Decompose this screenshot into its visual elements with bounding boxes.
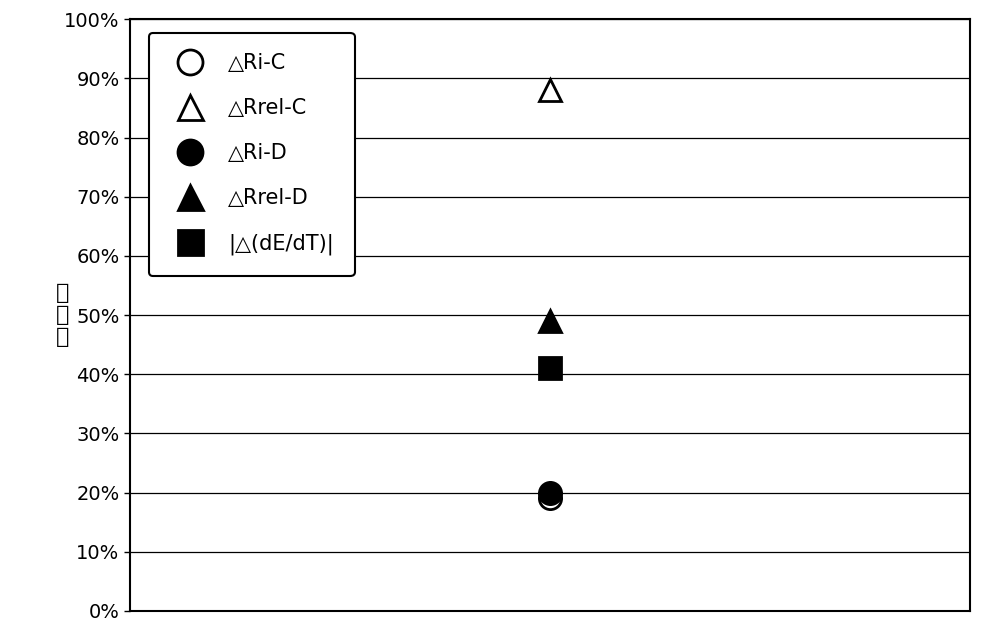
Text: 增
长
率: 增 长 率 [56,284,69,347]
Legend: △Ri-C, △Rrel-C, △Ri-D, △Rrel-D, |△(dE/dT)|: △Ri-C, △Rrel-C, △Ri-D, △Rrel-D, |△(dE/dT… [149,33,355,276]
